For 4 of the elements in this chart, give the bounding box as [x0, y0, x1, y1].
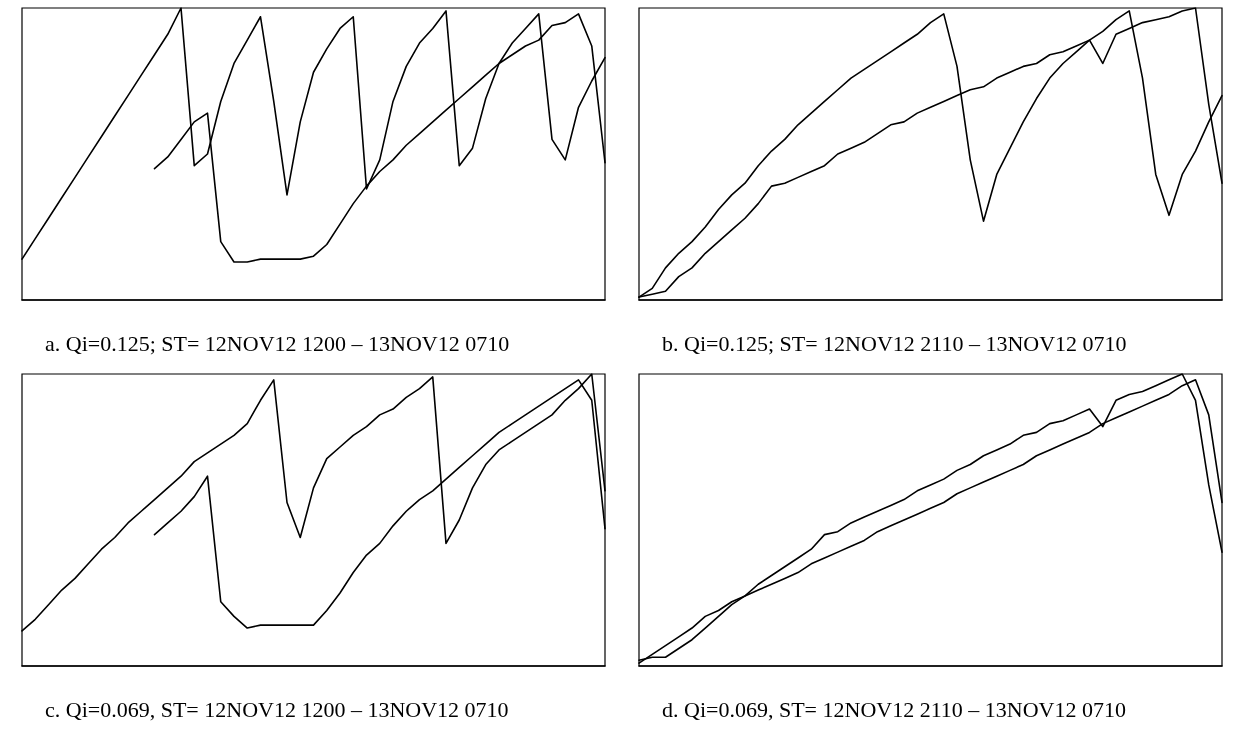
text: d. Qi=0.069, ST= 12NOV12 2110 – 13NOV12 0710	[662, 696, 1126, 722]
text: a. Qi=0.125; ST= 12NOV12 1200 – 13NOV12 0710	[45, 330, 510, 356]
text: b. Qi=0.125; ST= 12NOV12 2110 – 13NOV12 0710	[662, 330, 1127, 356]
text: c. Qi=0.069, ST= 12NOV12 1200 – 13NOV12 0710	[45, 696, 509, 722]
